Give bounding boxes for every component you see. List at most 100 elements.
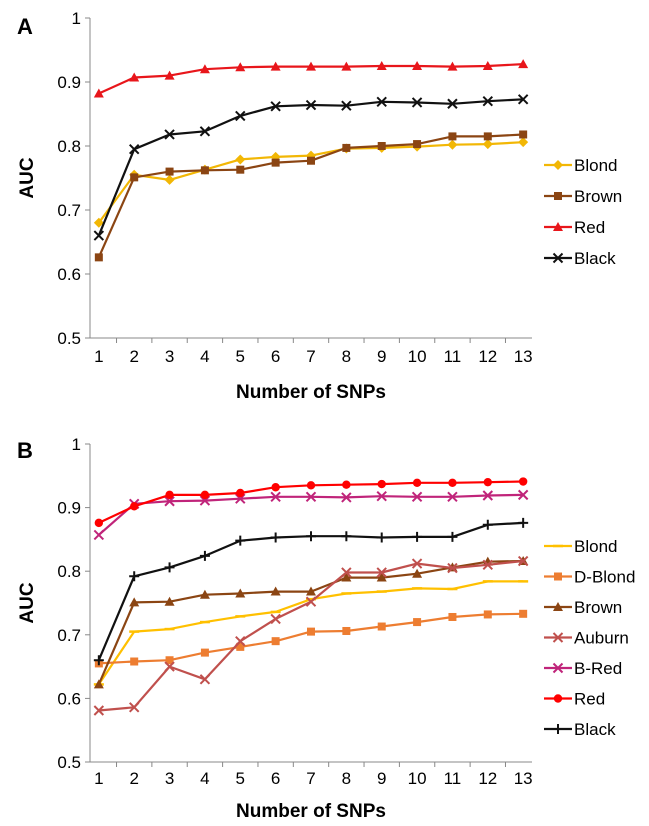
legend-label: Brown <box>574 187 622 206</box>
y-tick-label: 0.5 <box>57 329 81 348</box>
data-point <box>447 562 458 574</box>
data-point <box>270 532 281 543</box>
data-point <box>376 490 387 502</box>
x-tick-label: 8 <box>342 347 351 366</box>
y-tick-label: 0.8 <box>57 137 81 156</box>
data-point <box>130 657 139 666</box>
legend-label: Red <box>574 690 605 709</box>
x-tick-label: 11 <box>444 769 462 788</box>
chart-panel-a: A0.50.60.70.80.911 2 3 4 5 6 7 8 9 10 11 12 13Number… <box>17 9 622 403</box>
data-point <box>128 143 140 155</box>
data-point <box>447 491 458 502</box>
x-tick-label: 7 <box>306 769 315 788</box>
legend-marker <box>553 724 563 734</box>
series-blond <box>93 580 529 686</box>
legend-label: Blond <box>574 537 617 556</box>
x-tick-label: 2 <box>129 347 138 366</box>
x-tick-label: 8 <box>342 769 351 788</box>
data-point <box>164 661 175 672</box>
y-tick-label: 1 <box>72 9 81 28</box>
legend-marker <box>553 160 563 170</box>
data-point <box>235 588 246 598</box>
legend-marker <box>553 222 563 231</box>
data-point <box>342 626 351 635</box>
data-point <box>235 110 246 122</box>
x-tick-label: 7 <box>306 347 315 366</box>
data-point <box>412 568 423 578</box>
y-axis-title: AUC <box>17 582 38 623</box>
data-point <box>165 167 174 176</box>
series-auburn <box>93 555 529 716</box>
series-red <box>93 59 529 98</box>
data-point <box>130 502 139 511</box>
data-point <box>270 61 281 71</box>
legend-label: Blond <box>574 156 617 175</box>
y-tick-label: 1 <box>72 435 81 454</box>
y-tick-label: 0.6 <box>57 689 81 708</box>
x-tick-label: 13 <box>514 769 533 788</box>
series-red <box>94 477 528 528</box>
legend-marker <box>554 572 562 581</box>
data-point <box>164 129 175 140</box>
legend-marker <box>554 192 562 200</box>
data-point <box>412 61 423 70</box>
data-point <box>518 137 529 148</box>
x-tick-label: 2 <box>129 769 138 788</box>
legend-label: Red <box>574 218 605 237</box>
data-point <box>342 480 351 489</box>
data-point <box>93 529 105 541</box>
data-point <box>200 648 209 657</box>
data-point <box>376 96 387 108</box>
x-tick-label: 12 <box>478 769 497 788</box>
data-point <box>271 637 280 646</box>
x-tick-label: 3 <box>165 347 174 366</box>
data-point <box>130 173 139 182</box>
data-point <box>164 562 175 573</box>
data-point <box>270 101 281 112</box>
data-point <box>377 142 386 150</box>
y-tick-label: 0.9 <box>57 73 81 92</box>
data-point <box>164 496 175 507</box>
data-point <box>93 655 104 666</box>
legend-entry: Auburn <box>544 629 629 648</box>
legend-entry: Brown <box>544 187 622 206</box>
data-point <box>306 481 316 490</box>
data-point <box>236 488 245 498</box>
data-point <box>411 558 423 569</box>
data-point <box>307 156 315 165</box>
data-point <box>235 154 246 165</box>
data-point <box>199 64 210 74</box>
data-point <box>306 531 316 542</box>
data-point <box>129 571 140 582</box>
data-point <box>164 174 175 185</box>
series-line <box>97 559 524 685</box>
data-point <box>341 61 352 71</box>
data-point <box>518 59 529 69</box>
x-tick-label: 3 <box>165 769 174 788</box>
y-tick-label: 0.7 <box>57 201 81 220</box>
data-point <box>270 613 281 625</box>
data-point <box>448 612 457 621</box>
data-point <box>377 622 386 631</box>
legend-marker <box>553 602 563 611</box>
legend-entry: Red <box>544 218 605 237</box>
data-point <box>482 559 494 571</box>
series-d-blond <box>94 609 528 668</box>
data-point <box>94 253 103 262</box>
x-tick-label: 5 <box>236 347 245 366</box>
data-point <box>341 492 352 503</box>
data-point <box>200 166 209 175</box>
data-point <box>518 517 529 528</box>
x-tick-label: 11 <box>444 347 462 366</box>
data-point <box>307 627 315 636</box>
data-point <box>411 97 423 108</box>
data-point <box>412 531 423 542</box>
data-point <box>236 165 245 174</box>
legend-entry: D-Blond <box>544 568 635 587</box>
data-point <box>482 490 494 501</box>
x-tick-label: 4 <box>200 347 209 366</box>
data-point <box>519 609 528 618</box>
data-point <box>482 61 493 70</box>
panel-label: B <box>17 438 33 463</box>
y-tick-label: 0.9 <box>57 499 81 518</box>
